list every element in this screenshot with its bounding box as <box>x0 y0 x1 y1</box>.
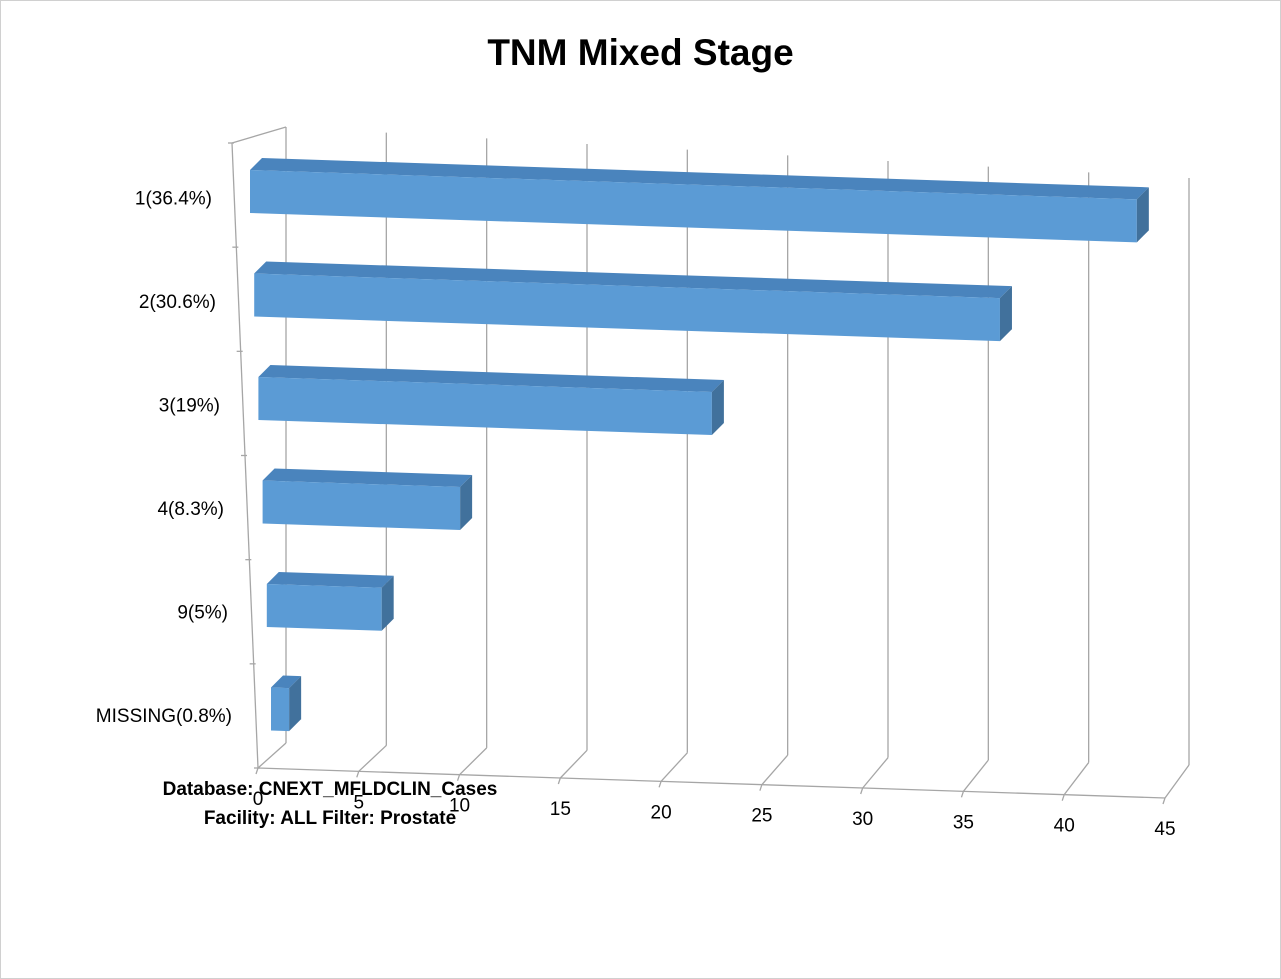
bar <box>271 687 290 732</box>
bar-end-face <box>289 676 302 732</box>
bar <box>266 584 382 631</box>
x-tick-label: 0 <box>253 789 264 810</box>
category-label: 1(36.4%) <box>135 189 212 210</box>
x-tick-label: 25 <box>751 806 772 827</box>
x-tick-label: 5 <box>353 792 364 813</box>
floor-gridline <box>257 742 287 769</box>
bar <box>254 273 1000 342</box>
x-tick-label: 40 <box>1054 816 1075 837</box>
bar-top-face <box>266 572 394 588</box>
bar-end-face <box>460 475 473 531</box>
left-wall-top-edge <box>231 126 287 144</box>
floor-gridline <box>1164 764 1190 799</box>
bar-end-face <box>381 575 394 631</box>
x-tick-mark <box>456 774 461 781</box>
x-tick-mark <box>860 787 864 795</box>
floor-gridline <box>862 757 889 789</box>
bar-end-face <box>1136 187 1149 243</box>
x-tick-mark <box>356 771 360 778</box>
floor-gridline <box>459 747 488 776</box>
bar-end-face <box>711 380 724 435</box>
x-tick-label: 35 <box>953 812 974 833</box>
x-tick-label: 15 <box>550 799 571 820</box>
category-label: 4(8.3%) <box>157 499 224 520</box>
x-tick-mark <box>759 784 763 791</box>
floor-gridline <box>559 749 588 779</box>
floor-gridline <box>962 759 989 792</box>
floor-gridline <box>358 744 387 772</box>
bar-end-face <box>999 286 1012 342</box>
x-tick-mark <box>557 777 561 785</box>
category-label: 9(5%) <box>177 603 228 624</box>
bar-top-face <box>254 261 1012 299</box>
footer-facility-filter: Facility: ALL Filter: Prostate <box>203 808 457 829</box>
bar <box>262 480 461 531</box>
floor-gridline <box>660 752 688 782</box>
x-tick-mark <box>960 791 965 798</box>
x-axis-line <box>257 767 1166 799</box>
x-tick-label: 20 <box>651 802 672 823</box>
bar-top-face <box>262 468 473 488</box>
bar-top-face <box>250 158 1149 200</box>
bar-top-face <box>258 365 724 392</box>
bar <box>258 377 712 435</box>
floor-gridline <box>1063 762 1090 796</box>
category-label: 2(30.6%) <box>139 292 216 313</box>
x-tick-mark <box>1061 794 1065 801</box>
category-label: MISSING(0.8%) <box>96 706 232 727</box>
footer-database: Database: CNEXT_MFLDCLIN_Cases <box>162 779 498 800</box>
x-tick-label: 10 <box>449 796 470 817</box>
category-label: 3(19%) <box>159 396 220 417</box>
x-tick-label: 45 <box>1154 819 1175 840</box>
chart-title: TNM Mixed Stage <box>487 32 794 73</box>
x-tick-mark <box>255 767 259 775</box>
x-tick-mark <box>658 781 662 788</box>
x-tick-label: 30 <box>852 809 873 830</box>
floor-gridline <box>761 754 789 786</box>
bar-top-face <box>271 675 302 689</box>
bar <box>250 170 1137 243</box>
x-tick-mark <box>1162 797 1166 805</box>
